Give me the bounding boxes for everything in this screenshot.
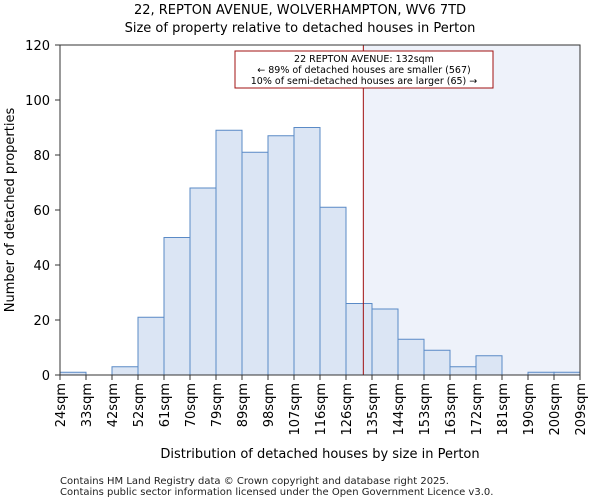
x-tick-label-153sqm: 153sqm [418, 383, 433, 436]
y-tick-label: 80 [33, 149, 50, 164]
y-tick-label: 100 [25, 94, 50, 109]
bar-153sqm [423, 349, 451, 376]
x-tick-label-61sqm: 61sqm [158, 383, 173, 427]
x-tick-label-163sqm: 163sqm [444, 383, 459, 436]
bar-79sqm [215, 129, 243, 376]
x-tick-label-89sqm: 89sqm [236, 383, 251, 427]
y-tick-label: 60 [33, 204, 50, 219]
y-tick-label: 20 [33, 314, 50, 329]
annotation-box [234, 50, 494, 89]
bar-163sqm [449, 366, 477, 376]
x-tick-label-24sqm: 24sqm [54, 383, 69, 427]
annotation-line-1: 22 REPTON AVENUE: 132sqm [294, 54, 434, 65]
bar-135sqm [371, 308, 399, 376]
above-property-highlight [363, 45, 580, 375]
x-tick-label-209sqm: 209sqm [574, 383, 589, 436]
x-tick-label-144sqm: 144sqm [392, 383, 407, 436]
x-tick-label-172sqm: 172sqm [470, 383, 485, 436]
x-tick-label-70sqm: 70sqm [184, 383, 199, 427]
x-tick-label-126sqm: 126sqm [340, 383, 355, 436]
bar-98sqm [267, 135, 295, 376]
bar-172sqm [475, 355, 503, 376]
chart-subtitle: Size of property relative to detached ho… [125, 21, 476, 36]
chart-title: 22, REPTON AVENUE, WOLVERHAMPTON, WV6 7T… [134, 3, 466, 18]
x-tick-label-33sqm: 33sqm [80, 383, 95, 427]
x-tick-label-135sqm: 135sqm [366, 383, 381, 436]
x-tick-label-200sqm: 200sqm [548, 383, 563, 436]
annotation-line-3: 10% of semi-detached houses are larger (… [251, 76, 478, 87]
y-tick-label: 40 [33, 259, 50, 274]
bar-61sqm [163, 237, 191, 376]
bar-52sqm [137, 316, 165, 376]
x-tick-label-107sqm: 107sqm [288, 383, 303, 436]
x-axis-label: Distribution of detached houses by size … [160, 447, 479, 462]
x-tick-label-190sqm: 190sqm [522, 383, 537, 436]
y-tick-label: 120 [25, 39, 50, 54]
bar-42sqm [111, 366, 139, 376]
bar-107sqm [293, 127, 321, 376]
y-tick-label: 0 [42, 369, 50, 384]
y-axis-label: Number of detached properties [3, 108, 18, 313]
x-tick-label-98sqm: 98sqm [262, 383, 277, 427]
bar-89sqm [241, 151, 269, 376]
footer-line-1: Contains HM Land Registry data © Crown c… [60, 476, 449, 487]
x-tick-label-79sqm: 79sqm [210, 383, 225, 427]
footer-line-2: Contains public sector information licen… [60, 487, 493, 498]
x-tick-label-181sqm: 181sqm [496, 383, 511, 436]
x-tick-label-52sqm: 52sqm [132, 383, 147, 427]
bar-70sqm [189, 187, 217, 376]
annotation-line-2: ← 89% of detached houses are smaller (56… [257, 65, 470, 76]
x-tick-label-116sqm: 116sqm [314, 383, 329, 436]
bar-116sqm [319, 206, 347, 376]
x-tick-label-42sqm: 42sqm [106, 383, 121, 427]
bar-144sqm [397, 338, 425, 376]
bar-126sqm [345, 303, 373, 376]
